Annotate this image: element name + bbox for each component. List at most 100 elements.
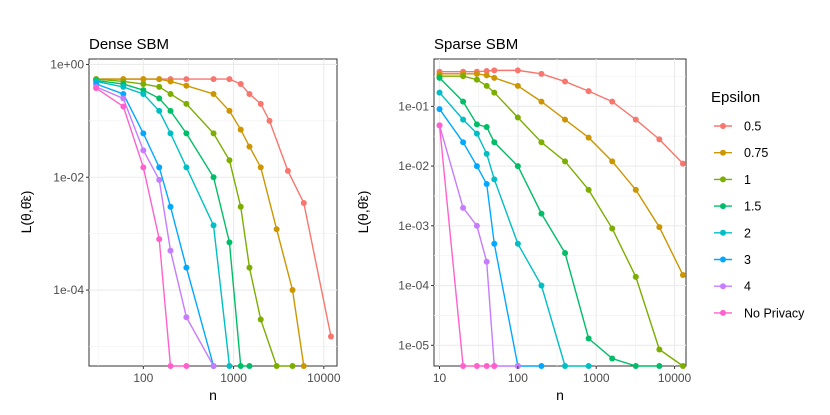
dense-sbm-point-2	[167, 130, 174, 137]
dense-sbm-point-1-5	[183, 130, 190, 137]
sparse-sbm-point-0-75	[473, 70, 480, 77]
sparse-sbm-point-3	[491, 240, 498, 247]
sparse-sbm-series-1	[436, 73, 686, 369]
sparse-sbm-point-1	[483, 82, 490, 89]
dense-sbm-point-0-75	[237, 126, 244, 133]
dense-sbm-point-1-5	[226, 239, 233, 246]
sparse-sbm-point-1-5	[483, 124, 490, 131]
legend-key-point	[720, 256, 726, 263]
sparse-sbm-x-label: n	[556, 387, 564, 403]
legend-title: Epsilon	[711, 89, 760, 106]
dense-sbm-point-no-privacy	[120, 103, 127, 110]
sparse-sbm-point-0-75	[585, 134, 592, 141]
sparse-sbm-point-0-75	[609, 158, 616, 165]
sparse-sbm-line-1-5	[439, 77, 660, 367]
legend-item: No Privacy	[714, 306, 805, 320]
sparse-sbm-plot-area	[433, 58, 687, 367]
sparse-sbm-point-0-75	[656, 224, 663, 231]
dense-sbm-point-3	[120, 90, 127, 97]
dense-sbm-point-0-75	[140, 76, 147, 83]
dense-sbm-point-1	[237, 203, 244, 210]
sparse-sbm-point-0-75	[562, 116, 569, 123]
dense-sbm-point-1-5	[156, 95, 163, 102]
legend-label: 1.5	[744, 200, 761, 214]
dense-sbm-point-1	[273, 363, 280, 369]
sparse-sbm-series	[436, 67, 686, 369]
sparse-sbm-y-tick-label: 1e-03	[398, 219, 429, 233]
sparse-sbm-x-ticks: 10 100 1000 10000	[433, 366, 692, 385]
sparse-sbm-point-4	[473, 222, 480, 229]
dense-sbm-point-2	[120, 83, 127, 90]
sparse-sbm-point-3	[483, 181, 490, 188]
sparse-sbm-x-tick-label: 10000	[658, 371, 692, 385]
sparse-sbm-point-0-5	[562, 78, 569, 85]
sparse-sbm-point-1-5	[491, 139, 498, 146]
legend-item: 1	[714, 173, 751, 187]
dense-sbm-point-1-5	[246, 363, 253, 369]
sparse-sbm-point-0-5	[483, 68, 490, 75]
sparse-sbm-y-tick-label: 1e-01	[398, 99, 429, 113]
dense-sbm-point-4	[140, 147, 147, 154]
dense-sbm-point-0-5	[257, 100, 264, 107]
sparse-sbm-point-2	[460, 116, 467, 123]
sparse-sbm-point-1	[609, 225, 616, 232]
sparse-sbm-point-1	[679, 363, 686, 369]
sparse-sbm-x-tick-label: 10	[433, 371, 447, 385]
dense-sbm-point-3	[183, 264, 190, 271]
sparse-sbm-y-label: L(θ,θ̂ε)	[355, 191, 371, 234]
legend-key-point	[720, 176, 726, 183]
sparse-sbm-point-no-privacy	[483, 363, 490, 369]
dense-sbm-point-0-5	[327, 333, 334, 340]
dense-sbm-y-tick-label: 1e-02	[53, 170, 84, 184]
dense-sbm-point-0-75	[273, 226, 280, 233]
dense-sbm-point-1-5	[167, 107, 174, 114]
dense-sbm-series-no-privacy	[93, 85, 190, 369]
legend-item: 4	[714, 280, 751, 294]
sparse-sbm-grid	[434, 59, 686, 366]
dense-sbm-point-0-5	[266, 117, 273, 124]
sparse-sbm-point-0-5	[609, 98, 616, 105]
sparse-sbm-point-1	[538, 139, 545, 146]
dense-sbm-x-tick-label: 100	[133, 371, 153, 385]
dense-sbm-point-4	[210, 363, 217, 369]
dense-sbm-point-4	[183, 314, 190, 321]
sparse-sbm-point-0-5	[491, 67, 498, 74]
dense-sbm-point-1	[226, 157, 233, 164]
sparse-sbm-point-3	[436, 106, 443, 113]
dense-sbm-point-1	[183, 100, 190, 107]
sparse-sbm-point-2	[436, 89, 443, 96]
sparse-sbm-point-1-5	[656, 363, 663, 369]
sparse-sbm-series-1-5	[436, 74, 663, 369]
dense-sbm-x-label: n	[209, 387, 217, 403]
legend-key-point	[720, 283, 726, 290]
sparse-sbm-panel: Sparse SBM 10 100 1000 10000 1e-011e-021e-0…	[355, 36, 692, 403]
sparse-sbm-y-tick-label: 1e-04	[398, 279, 429, 293]
legend-label: 0.5	[744, 120, 761, 134]
dense-sbm-point-4	[156, 176, 163, 183]
dense-sbm-point-0-75	[226, 107, 233, 114]
sparse-sbm-point-2	[585, 363, 592, 369]
dense-sbm-point-1	[257, 316, 264, 323]
sparse-sbm-point-2	[538, 282, 545, 289]
sparse-sbm-point-1	[585, 186, 592, 193]
dense-sbm-title: Dense SBM	[89, 36, 169, 53]
sparse-sbm-point-0-5	[656, 136, 663, 143]
dense-sbm-y-tick-label: 1e+00	[50, 57, 84, 71]
legend-item: 3	[714, 253, 751, 267]
dense-sbm-point-no-privacy	[156, 236, 163, 243]
sparse-sbm-point-0-75	[632, 186, 639, 193]
dense-sbm-point-1	[289, 363, 296, 369]
legend-label: 3	[744, 253, 751, 267]
sparse-sbm-point-0-5	[679, 160, 686, 167]
dense-sbm-line-2	[96, 80, 231, 367]
sparse-sbm-point-no-privacy	[436, 122, 443, 129]
sparse-sbm-point-1-5	[460, 98, 467, 105]
sparse-sbm-x-tick-label: 100	[508, 371, 528, 385]
dense-sbm-point-1-5	[237, 363, 244, 369]
legend-item: 0.5	[714, 120, 761, 134]
legend-label: 1	[744, 173, 751, 187]
legend-key-point	[720, 149, 726, 156]
sparse-sbm-point-1	[491, 89, 498, 96]
sparse-sbm-point-1	[656, 346, 663, 353]
sparse-sbm-point-1	[473, 76, 480, 83]
